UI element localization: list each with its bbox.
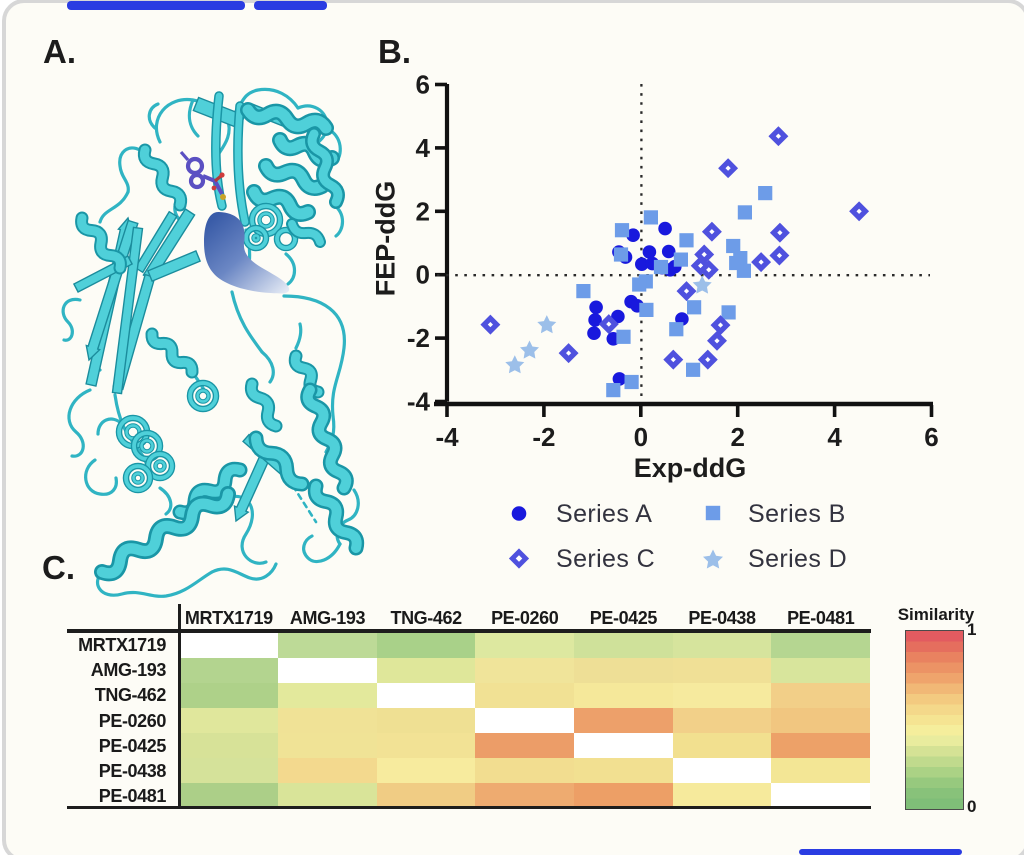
svg-text:C.: C. — [42, 549, 75, 586]
svg-text:2: 2 — [730, 422, 744, 452]
svg-text:6: 6 — [416, 70, 430, 100]
svg-text:-4: -4 — [407, 387, 431, 417]
svg-text:FEP-ddG: FEP-ddG — [371, 181, 401, 297]
svg-text:6: 6 — [924, 422, 938, 452]
svg-text:Series D: Series D — [748, 545, 847, 573]
svg-text:A.: A. — [43, 33, 76, 70]
svg-text:Series B: Series B — [748, 500, 846, 528]
svg-text:Exp-ddG: Exp-ddG — [634, 453, 747, 483]
svg-text:0: 0 — [416, 260, 430, 290]
svg-text:2: 2 — [416, 196, 430, 226]
svg-text:-2: -2 — [407, 323, 430, 353]
svg-text:-4: -4 — [435, 422, 459, 452]
svg-text:Series A: Series A — [556, 500, 652, 528]
svg-text:Series C: Series C — [556, 545, 655, 573]
svg-text:4: 4 — [416, 133, 431, 163]
svg-text:0: 0 — [634, 422, 648, 452]
svg-text:4: 4 — [827, 422, 842, 452]
svg-text:B.: B. — [378, 33, 411, 70]
svg-text:-2: -2 — [532, 422, 555, 452]
